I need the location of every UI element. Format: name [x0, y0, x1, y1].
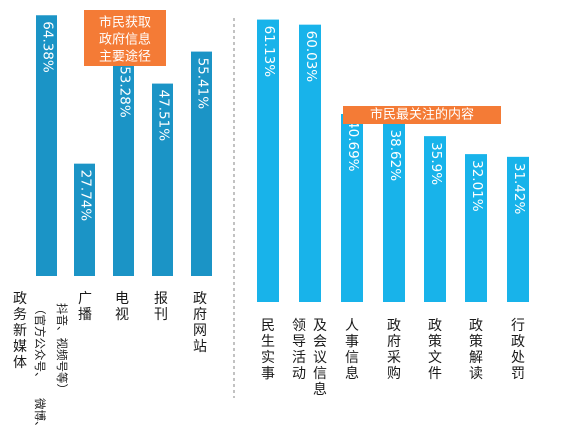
right-value-label-1: 61.13% [261, 26, 277, 78]
right-category-label-6: 政策解读 [469, 318, 483, 382]
right-category-label-2-part-2: 及会议信息 [313, 318, 327, 398]
left-title-badge [84, 10, 166, 66]
right-category-label-5: 政策文件 [428, 318, 442, 382]
left-category-label-4: 报刊 [154, 291, 168, 323]
left-category-label-1: 政务新媒体 [13, 291, 27, 371]
right-bar-2 [299, 24, 321, 302]
right-bar-6 [465, 154, 487, 302]
right-title-badge [343, 106, 501, 124]
left-bar-5 [191, 51, 212, 276]
right-bar-5 [424, 136, 446, 302]
left-bar-3 [113, 60, 134, 276]
right-bar-3 [341, 114, 363, 302]
left-bar-2 [74, 163, 95, 276]
right-value-label-2: 60.03% [303, 31, 319, 83]
right-value-label-4: 38.62% [387, 130, 403, 182]
left-value-label-3: 53.28% [117, 66, 133, 118]
left-category-note-3: 微博、 [33, 398, 47, 425]
right-bar-7 [507, 156, 529, 302]
left-bar-1 [36, 15, 57, 277]
left-title-text-3: 主要途径 [99, 49, 151, 65]
right-category-label-4: 政府采购 [387, 318, 401, 382]
right-value-label-3: 40.69% [345, 120, 361, 172]
left-title-text-1: 市民获取 [99, 15, 151, 31]
left-value-label-2: 27.74% [78, 170, 94, 222]
right-value-label-7: 31.42% [511, 163, 527, 215]
right-category-label-2-part-1: 领导活动 [292, 318, 306, 382]
left-category-note-1: （官方公众号、 [33, 303, 47, 384]
right-title-text: 市民最关注的内容 [370, 107, 474, 123]
right-value-label-5: 35.9% [428, 142, 444, 185]
right-category-label-7: 行政处罚 [511, 318, 525, 382]
right-value-label-6: 32.01% [469, 160, 485, 212]
left-title-text-2: 政府信息 [99, 32, 151, 48]
right-bar-1 [257, 19, 279, 302]
left-category-label-5: 政府网站 [193, 291, 207, 355]
right-category-label-3: 人事信息 [345, 318, 359, 382]
left-category-note-2: 抖音、视频号等） [55, 303, 69, 395]
left-value-label-1: 64.38% [40, 21, 56, 73]
left-bar-4 [152, 83, 173, 276]
right-bar-4 [383, 123, 405, 303]
left-value-label-4: 47.51% [156, 90, 172, 142]
left-value-label-5: 55.41% [195, 58, 211, 110]
left-category-label-3: 电视 [115, 291, 129, 323]
right-category-label-1: 民生实事 [261, 318, 275, 382]
left-category-label-2: 广播 [78, 291, 92, 323]
